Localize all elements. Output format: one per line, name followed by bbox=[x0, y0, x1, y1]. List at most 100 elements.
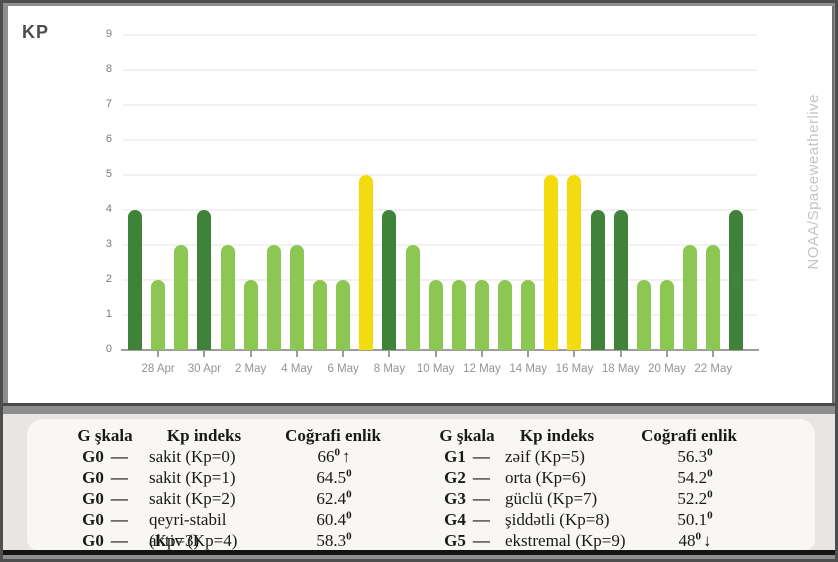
kp-bar bbox=[636, 280, 651, 350]
g-scale-cell: G2 — bbox=[429, 467, 505, 488]
kp-bar bbox=[706, 245, 721, 350]
x-axis-label: 30 Apr bbox=[187, 363, 221, 375]
dash-separator: — bbox=[110, 489, 128, 508]
y-axis-label: 3 bbox=[105, 238, 112, 250]
kp-index-cell: şiddətli (Kp=8) bbox=[505, 509, 645, 530]
kp-bar bbox=[590, 210, 605, 350]
x-axis-tick bbox=[203, 351, 206, 357]
g-scale-row: G3 — güclü (Kp=7) 52.20 bbox=[429, 488, 769, 509]
x-axis-label: 22 May bbox=[694, 363, 733, 375]
degree-sign: 0 bbox=[346, 530, 352, 543]
y-axis-label: 7 bbox=[105, 98, 112, 110]
g-scale-row: G2 — orta (Kp=6) 54.20 bbox=[429, 467, 769, 488]
chart-title: KP bbox=[22, 22, 50, 42]
x-axis-tick bbox=[434, 351, 437, 357]
kp-bar bbox=[474, 280, 489, 350]
x-axis-tick bbox=[342, 351, 345, 357]
latitude-cell: 56.30 bbox=[645, 446, 745, 467]
kp-bar bbox=[729, 210, 744, 350]
latitude-value: 52.2 bbox=[677, 489, 708, 508]
kp-index-cell: qeyri-stabil (Kp=3) bbox=[149, 509, 279, 550]
x-axis-line bbox=[121, 349, 759, 351]
x-axis-label: 12 May bbox=[463, 363, 501, 375]
y-axis-label: 1 bbox=[105, 308, 112, 320]
g-scale-label: G0 bbox=[82, 510, 104, 529]
g-scale-cell: G5 — bbox=[429, 530, 505, 551]
header-kp-index: Kp indeks bbox=[166, 426, 242, 445]
latitude-cell: 660 ↑ bbox=[279, 446, 389, 467]
x-axis-tick bbox=[480, 351, 483, 357]
kp-bar bbox=[174, 245, 189, 350]
dash-separator: — bbox=[472, 531, 490, 550]
kp-index-cell: aktiv (Kp=4) bbox=[149, 530, 279, 551]
kp-bar bbox=[659, 280, 674, 350]
latitude-value: 50.1 bbox=[677, 510, 708, 529]
kp-index-cell: ekstremal (Kp=9) bbox=[505, 530, 645, 551]
x-axis-label: 10 May bbox=[416, 363, 455, 375]
y-axis-label: 8 bbox=[105, 63, 112, 75]
kp-index-label: zəif (Kp=5) bbox=[505, 447, 585, 466]
g-scale-label: G1 bbox=[444, 447, 466, 466]
g-scale-row: G5 — ekstremal (Kp=9) 480 ↓ bbox=[429, 530, 769, 551]
dash-separator: — bbox=[472, 468, 490, 487]
table-paper: G şkala Kp indeks Coğrafi enlik G0 — sakit… bbox=[27, 419, 815, 550]
kp-index-cell: sakit (Kp=0) bbox=[149, 446, 279, 467]
g-scale-row: G0 — sakit (Kp=1) 64.50 bbox=[61, 467, 407, 488]
latitude-cell: 480 ↓ bbox=[645, 530, 745, 551]
dash-separator: — bbox=[472, 447, 490, 466]
g-scale-row: G0 — aktiv (Kp=4) 58.30 bbox=[61, 530, 407, 551]
x-axis-label: 4 May bbox=[281, 363, 313, 375]
down-arrow-icon: ↓ bbox=[703, 531, 712, 550]
up-arrow-icon: ↑ bbox=[342, 447, 351, 466]
kp-bar bbox=[313, 280, 328, 350]
g-scale-row: G4 — şiddətli (Kp=8) 50.10 bbox=[429, 509, 769, 530]
kp-bar bbox=[289, 245, 304, 350]
kp-index-label: güclü (Kp=7) bbox=[505, 489, 598, 508]
g-scale-label: G0 bbox=[82, 531, 104, 550]
dash-separator: — bbox=[110, 510, 128, 529]
g-scale-table-right: G şkala Kp indeks Coğrafi enlik G1 — zəif … bbox=[429, 425, 769, 551]
g-scale-label: G4 bbox=[444, 510, 466, 529]
degree-sign: 0 bbox=[707, 509, 713, 522]
header-latitude: Coğrafi enlik bbox=[285, 426, 381, 445]
header-latitude: Coğrafi enlik bbox=[641, 426, 737, 445]
latitude-cell: 58.30 bbox=[279, 530, 389, 551]
y-axis-label: 9 bbox=[105, 28, 112, 40]
g-scale-cell: G0 — bbox=[61, 467, 149, 488]
kp-bar bbox=[498, 280, 513, 350]
g-scale-cell: G4 — bbox=[429, 509, 505, 530]
g-scale-label: G3 bbox=[444, 489, 466, 508]
dash-separator: — bbox=[110, 447, 128, 466]
kp-index-label: şiddətli (Kp=8) bbox=[505, 510, 610, 529]
kp-plot: 0 1 2 3 4 5 6 7 8 9 28 Apr 30 Apr 2 May 4 May 6 May 8 M… bbox=[8, 6, 832, 403]
dash-separator: — bbox=[110, 531, 128, 550]
kp-index-cell: orta (Kp=6) bbox=[505, 467, 645, 488]
g-scale-row: G0 — sakit (Kp=2) 62.40 bbox=[61, 488, 407, 509]
dash-separator: — bbox=[472, 489, 490, 508]
x-axis-label: 14 May bbox=[509, 363, 548, 375]
degree-sign: 0 bbox=[707, 467, 713, 480]
latitude-cell: 54.20 bbox=[645, 467, 745, 488]
kp-chart-panel: KP 0 1 2 3 4 5 6 7 8 9 28 Apr 30 Apr 2 May 4 May 6 May… bbox=[8, 6, 834, 403]
kp-bar bbox=[382, 210, 397, 350]
kp-index-label: orta (Kp=6) bbox=[505, 468, 586, 487]
x-axis-label: 28 Apr bbox=[141, 363, 175, 375]
dash-separator: — bbox=[110, 468, 128, 487]
x-axis-label: 8 May bbox=[373, 363, 406, 375]
x-axis-tick bbox=[527, 351, 530, 357]
g-scale-cell: G0 — bbox=[61, 446, 149, 467]
x-axis-tick bbox=[573, 351, 576, 357]
kp-index-label: sakit (Kp=1) bbox=[149, 468, 236, 487]
latitude-cell: 52.20 bbox=[645, 488, 745, 509]
g-scale-cell: G3 — bbox=[429, 488, 505, 509]
latitude-cell: 60.40 bbox=[279, 509, 389, 530]
g-scale-cell: G1 — bbox=[429, 446, 505, 467]
kp-index-label: ekstremal (Kp=9) bbox=[505, 531, 626, 550]
g-scale-cell: G0 — bbox=[61, 509, 149, 530]
kp-bar bbox=[683, 245, 698, 350]
g-scale-row: G0 — qeyri-stabil (Kp=3) 60.40 bbox=[61, 509, 407, 550]
x-axis-tick bbox=[388, 351, 391, 357]
degree-sign: 0 bbox=[695, 530, 702, 543]
latitude-value: 60.4 bbox=[316, 510, 347, 529]
kp-bar bbox=[243, 280, 258, 350]
